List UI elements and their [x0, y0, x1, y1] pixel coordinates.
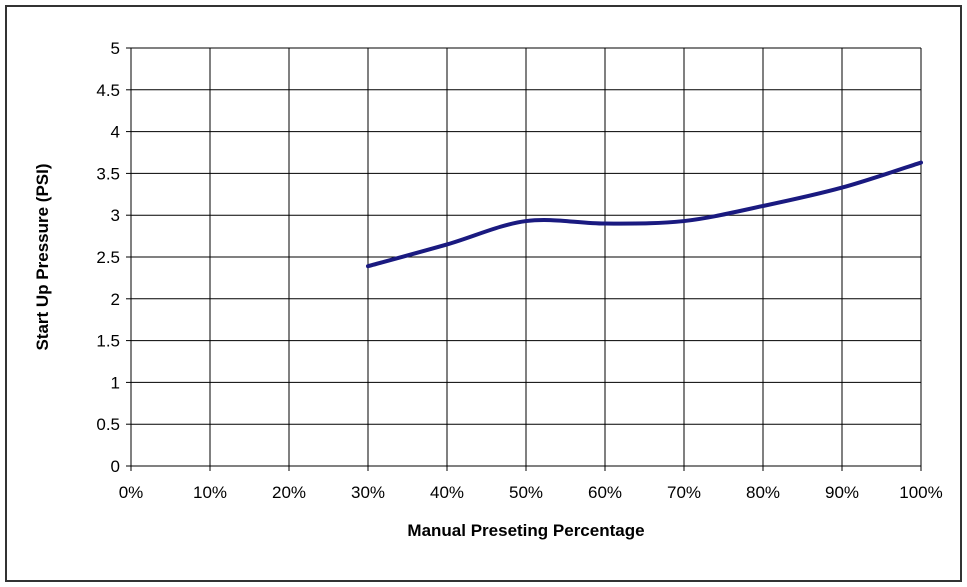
x-axis-title: Manual Preseting Percentage [407, 521, 644, 540]
x-tick-label: 30% [351, 483, 385, 502]
y-tick-label: 4 [111, 123, 120, 142]
grid-lines [131, 47, 922, 466]
y-tick-label: 5 [111, 39, 120, 58]
y-tick-label: 1.5 [96, 332, 120, 351]
x-tick-label: 40% [430, 483, 464, 502]
x-tick-label: 20% [272, 483, 306, 502]
line-chart: 0% 10% 20% 30% 40% 50% 60% 70% 80% 90% 100% 0 0.5 1 1… [33, 39, 943, 540]
x-tick-label: 50% [509, 483, 543, 502]
y-tick-label: 2.5 [96, 248, 120, 267]
x-tick-label: 0% [119, 483, 144, 502]
y-tick-label: 3 [111, 206, 120, 225]
data-series [366, 160, 923, 269]
y-axis-title: Start Up Pressure (PSI) [33, 163, 52, 350]
x-tick-label: 60% [588, 483, 622, 502]
chart-frame: 0% 10% 20% 30% 40% 50% 60% 70% 80% 90% 100% 0 0.5 1 1… [5, 5, 962, 582]
y-tick-label: 4.5 [96, 81, 120, 100]
y-axis-ticks: 0 0.5 1 1.5 2 2.5 3 3.5 4 4.5 5 [96, 39, 131, 476]
series-line [366, 160, 923, 269]
x-tick-label: 10% [193, 483, 227, 502]
x-tick-label: 70% [667, 483, 701, 502]
y-tick-label: 0 [111, 457, 120, 476]
y-tick-label: 1 [111, 373, 120, 392]
y-tick-label: 0.5 [96, 415, 120, 434]
x-tick-label: 80% [746, 483, 780, 502]
y-tick-label: 3.5 [96, 164, 120, 183]
x-tick-label: 100% [899, 483, 942, 502]
x-tick-label: 90% [825, 483, 859, 502]
x-axis-ticks: 0% 10% 20% 30% 40% 50% 60% 70% 80% 90% 100% [119, 466, 943, 502]
y-tick-label: 2 [111, 290, 120, 309]
